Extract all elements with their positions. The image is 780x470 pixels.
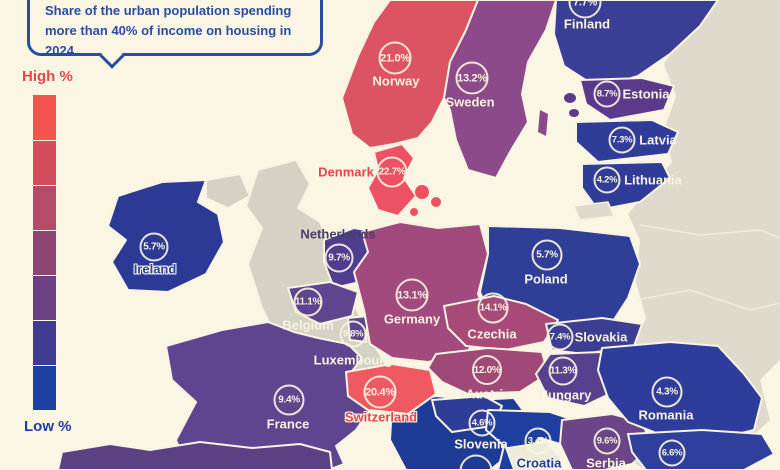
norway-value: 21.0% [380, 52, 410, 64]
estonia-island-shape [564, 93, 576, 103]
ireland-value-circle: 5.7% [139, 232, 169, 262]
latvia-value: 7.3% [611, 134, 633, 146]
croatia-value-circle: 3.4% [524, 427, 552, 455]
finland-shape [553, 0, 719, 89]
sweden-value: 13.2% [457, 72, 487, 84]
netherlands-value: 9.7% [328, 252, 350, 264]
non-eu-border-lines [635, 289, 780, 311]
france-value-circle: 9.4% [273, 384, 305, 416]
switzerland-value-circle: 20.4% [363, 375, 397, 409]
hungary-value: 11.3% [549, 365, 577, 377]
romania-value: 4.3% [656, 386, 678, 398]
slovakia-value-circle: 7.4% [546, 323, 574, 351]
germany-value: 13.1% [397, 289, 427, 301]
legend-step-2 [33, 140, 56, 185]
sweden-shape [443, 0, 557, 179]
hungary-label: Hungary [538, 387, 592, 403]
croatia-label: Croatia [516, 455, 562, 470]
finland-value: 7.7% [573, 0, 597, 8]
lithuania-value-circle: 4.2% [593, 166, 621, 194]
austria-label: Austria [465, 386, 511, 402]
legend-low-label: Low % [24, 418, 72, 435]
czechia-value-circle: 14.1% [477, 292, 509, 324]
lithuania-value: 4.2% [596, 174, 618, 186]
serbia-value: 9.6% [596, 435, 618, 447]
poland-label: Poland [524, 271, 568, 287]
slovenia-value-circle: 4.6% [468, 409, 496, 437]
bulgaria-value: 6.6% [661, 447, 683, 459]
romania-value-circle: 4.3% [651, 376, 683, 408]
finland-label: Finland [563, 16, 611, 32]
kaliningrad-shape [573, 201, 615, 221]
latvia-value-circle: 7.3% [608, 126, 636, 154]
france-label: France [266, 416, 310, 432]
legend-step-5 [33, 275, 56, 320]
romania-label: Romania [638, 407, 694, 423]
hungary-value-circle: 11.3% [548, 356, 578, 386]
latvia-label: Latvia [639, 132, 677, 148]
estonia-label: Estonia [622, 86, 670, 102]
czechia-value: 14.1% [479, 302, 507, 314]
denmark-island-shape [431, 197, 441, 207]
norway-label: Norway [372, 73, 420, 89]
ireland-label: Ireland [133, 261, 177, 277]
legend-high-label: High % [22, 68, 73, 85]
ireland-value: 5.7% [143, 241, 165, 253]
estonia-value-circle: 8.7% [593, 80, 621, 108]
belgium-value-circle: 11.1% [293, 287, 323, 317]
france-value: 9.4% [278, 394, 300, 406]
luxembourg-value-circle: 9.8% [339, 320, 367, 348]
belgium-value: 11.1% [294, 296, 322, 308]
slovakia-value: 7.4% [549, 331, 571, 343]
lithuania-label: Lithuania [624, 172, 682, 188]
slovenia-label: Slovenia [454, 436, 508, 452]
sweden-label: Sweden [445, 94, 495, 110]
legend-step-1 [33, 95, 56, 140]
austria-value: 12.0% [473, 364, 501, 376]
legend-step-4 [33, 230, 56, 275]
legend-step-3 [33, 185, 56, 230]
spain-shape [57, 441, 333, 470]
legend-step-7 [33, 365, 56, 410]
switzerland-value: 20.4% [365, 386, 395, 398]
norway-value-circle: 21.0% [378, 41, 412, 75]
serbia-value-circle: 9.6% [593, 427, 621, 455]
germany-value-circle: 13.1% [395, 278, 429, 312]
title-line-2: more than 40% of income on housing in 20… [45, 23, 292, 58]
poland-value-circle: 5.7% [531, 239, 563, 271]
slovenia-value: 4.6% [471, 417, 493, 429]
bulgaria-shape [627, 429, 775, 470]
denmark-island-shape [410, 208, 418, 216]
poland-value: 5.7% [536, 249, 558, 261]
netherlands-label: Netherlands [300, 226, 376, 242]
estonia-value: 8.7% [596, 88, 618, 100]
croatia-value: 3.4% [527, 435, 549, 447]
ireland-shape [107, 179, 225, 293]
switzerland-label: Switzerland [344, 409, 418, 425]
gotland-island-shape [538, 110, 548, 136]
non-eu-border-lines [639, 224, 780, 239]
title-line-1: Share of the urban population spending [45, 3, 292, 18]
luxembourg-label: Luxembourg [313, 352, 393, 368]
serbia-label: Serbia [586, 455, 626, 470]
denmark-label: Denmark [318, 164, 374, 180]
estonia-island-shape [569, 109, 579, 117]
netherlands-value-circle: 9.7% [324, 243, 354, 273]
germany-label: Germany [383, 311, 441, 327]
czechia-label: Czechia [467, 326, 517, 342]
title-callout: Share of the urban population spending m… [27, 0, 323, 58]
austria-value-circle: 12.0% [472, 355, 502, 385]
denmark-value-circle: 22.7% [376, 156, 408, 188]
belgium-label: Belgium [282, 317, 334, 333]
sweden-value-circle: 13.2% [455, 61, 489, 95]
denmark-value: 22.7% [378, 166, 406, 178]
bulgaria-value-circle: 6.6% [658, 439, 686, 467]
northern-ireland-shape [205, 173, 251, 209]
luxembourg-value: 9.8% [342, 328, 364, 340]
legend-step-6 [33, 320, 56, 365]
denmark-island-shape [415, 185, 429, 199]
legend-color-scale [33, 95, 56, 410]
slovakia-label: Slovakia [574, 329, 628, 345]
